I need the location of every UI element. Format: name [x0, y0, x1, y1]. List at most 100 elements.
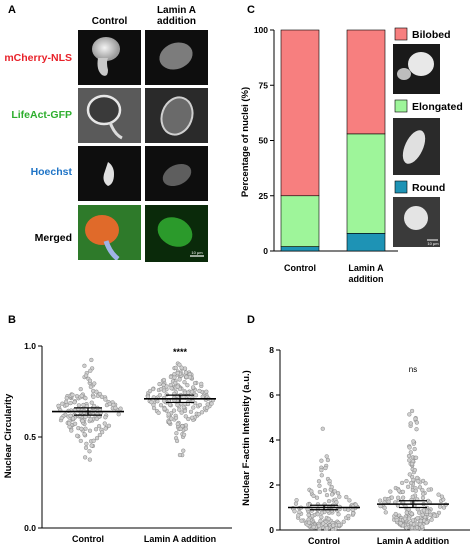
b-point	[167, 419, 172, 425]
d-point	[420, 487, 425, 493]
d-point	[412, 446, 417, 452]
c-bar-elongated-1	[346, 133, 386, 234]
d-point	[346, 507, 351, 512]
b-point	[157, 393, 163, 398]
d-point	[351, 511, 356, 516]
d-point	[309, 489, 314, 494]
c-ytick-label: 25	[259, 191, 269, 201]
image-lamin-hoechst	[145, 146, 208, 201]
d-point	[410, 518, 416, 523]
b-point	[88, 384, 93, 390]
d-point	[407, 412, 412, 417]
d-point	[410, 494, 415, 499]
row-label-lifeact: LifeAct-GFP	[11, 109, 72, 121]
b-point	[102, 421, 107, 426]
b-point	[116, 412, 121, 417]
image-lamin-merged: 10 μm	[145, 205, 208, 262]
b-point	[189, 389, 195, 394]
row-label-merged: Merged	[34, 232, 72, 244]
image-control-merged	[78, 205, 141, 260]
b-point	[177, 452, 183, 458]
d-point	[316, 479, 322, 484]
d-point	[337, 522, 342, 528]
b-point	[59, 415, 64, 421]
d-point	[337, 494, 342, 499]
b-point	[161, 382, 166, 388]
b-y-axis-title: Nuclear Circularity	[3, 393, 14, 478]
d-point	[432, 513, 437, 518]
c-ytick-label: 0	[263, 246, 268, 256]
d-point	[395, 495, 401, 500]
b-point	[106, 423, 112, 428]
d-point	[421, 508, 427, 513]
b-point	[183, 414, 188, 419]
b-point	[174, 438, 180, 444]
b-point	[156, 410, 161, 415]
b-point	[88, 417, 93, 422]
panel-label-c: C	[247, 4, 255, 16]
c-ytick-label: 75	[259, 80, 269, 90]
b-point	[204, 389, 209, 394]
b-point	[199, 381, 204, 386]
b-point	[94, 416, 99, 422]
d-point	[324, 454, 329, 459]
d-point	[294, 498, 299, 503]
d-point	[399, 480, 405, 486]
d-point	[316, 523, 322, 528]
legend-label-elongated: Elongated	[412, 101, 463, 113]
d-point	[346, 513, 351, 519]
b-ytick-label: 0.5	[24, 432, 36, 442]
b-point	[182, 408, 188, 414]
b-point	[68, 413, 73, 418]
d-ytick-label: 6	[269, 390, 274, 400]
d-point	[378, 498, 383, 503]
d-point	[389, 495, 395, 500]
d-point	[402, 516, 408, 521]
d-point	[347, 498, 352, 503]
b-point	[88, 368, 93, 373]
b-cat-lamin: Lamin A addition	[144, 534, 216, 544]
b-point	[68, 400, 73, 406]
b-point	[89, 400, 94, 405]
d-point	[329, 508, 335, 513]
row-label-hoechst: Hoechst	[30, 166, 72, 178]
b-point	[80, 418, 85, 424]
b-point	[89, 357, 94, 363]
c-ytick-label: 50	[259, 136, 269, 146]
b-point	[82, 432, 87, 437]
d-point	[420, 512, 425, 517]
d-point	[319, 458, 324, 463]
d-point	[413, 455, 419, 460]
d-point	[293, 501, 299, 506]
c-bar-bilobed-0	[280, 29, 320, 197]
b-point	[189, 415, 195, 420]
d-point	[429, 517, 434, 522]
d-point	[382, 496, 388, 501]
d-point	[317, 489, 323, 495]
b-point	[179, 410, 184, 415]
b-significance: ****	[173, 347, 188, 357]
b-point	[103, 397, 108, 402]
d-point	[382, 505, 387, 510]
c-cat-lamin-2: addition	[349, 274, 384, 284]
d-point	[420, 491, 426, 497]
panel-label-a: A	[8, 4, 16, 16]
d-cat-lamin: Lamin A addition	[377, 536, 449, 546]
d-point	[299, 518, 304, 523]
d-point	[332, 489, 337, 494]
b-point	[113, 405, 118, 411]
b-point	[209, 401, 214, 406]
b-point	[164, 392, 169, 397]
d-point	[407, 472, 412, 477]
legend-swatch-round	[394, 180, 408, 194]
b-point	[92, 381, 97, 386]
d-point	[321, 521, 326, 526]
d-point	[439, 494, 445, 499]
legend-swatch-bilobed	[394, 27, 408, 41]
b-point	[100, 430, 105, 435]
d-point	[326, 499, 332, 504]
b-ytick-label: 0.0	[24, 523, 36, 533]
d-point	[416, 479, 421, 484]
d-point	[404, 525, 409, 530]
